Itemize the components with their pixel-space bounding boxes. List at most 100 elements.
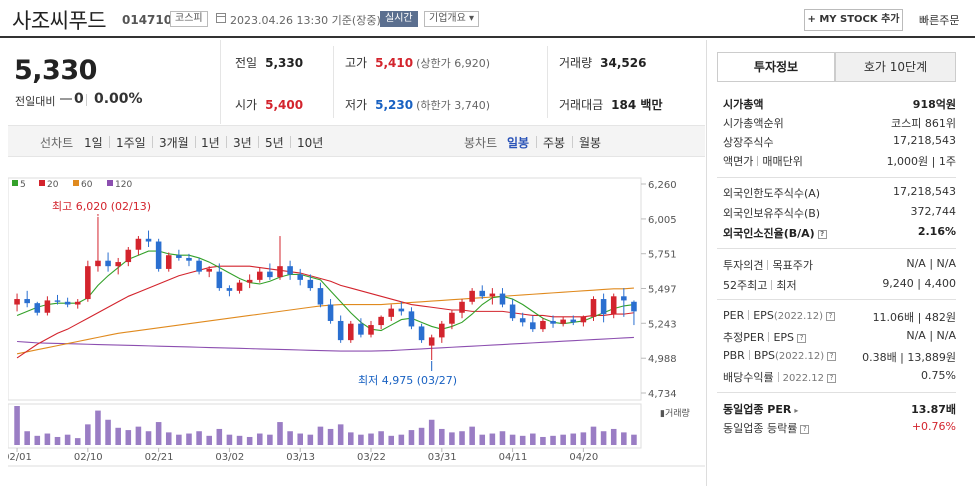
candle-monthly[interactable]: 월봉 bbox=[579, 136, 602, 150]
candle-body bbox=[418, 326, 425, 341]
period-1w[interactable]: 1주일 bbox=[116, 136, 146, 150]
candle-body bbox=[135, 238, 142, 250]
stat-low: 저가 5,230 (하한가 3,740) bbox=[345, 98, 490, 112]
stat-open: 시가 5,400 bbox=[235, 98, 304, 112]
volume-bar bbox=[590, 426, 597, 445]
volume-bar bbox=[85, 424, 91, 445]
help-icon[interactable]: ? bbox=[800, 425, 810, 434]
volume-bar bbox=[145, 431, 152, 445]
candle-body bbox=[560, 319, 566, 324]
price-chart[interactable]: 6,260 6,005 5,751 5,497 5,243 4,988 4,734 02/01… bbox=[3, 158, 705, 486]
row-cap-rank: 시가총액순위 코스피 861위 bbox=[723, 117, 956, 130]
price-stats: 전일 5,330 시가 5,400 고가 5,410 (상한가 6,920) 저가 5,2… bbox=[220, 40, 705, 124]
section-divider bbox=[717, 248, 956, 249]
candle-body bbox=[44, 300, 51, 313]
volume-bar bbox=[105, 419, 111, 445]
help-icon[interactable]: ? bbox=[827, 352, 837, 361]
candle-body bbox=[155, 241, 162, 269]
period-5y[interactable]: 5년 bbox=[265, 136, 284, 150]
candle-body bbox=[408, 311, 415, 327]
current-price: 5,330 bbox=[14, 55, 97, 86]
row-opinion: 투자의견 목표주가 N/A | N/A bbox=[723, 257, 956, 272]
candle-body bbox=[610, 296, 617, 315]
period-1d[interactable]: 1일 bbox=[84, 136, 103, 150]
candle-body bbox=[267, 271, 273, 278]
candle-body bbox=[186, 257, 192, 261]
candle-body bbox=[297, 274, 303, 280]
volume-bar bbox=[358, 434, 364, 445]
live-tag: 실시간 bbox=[380, 11, 418, 27]
volume-bar bbox=[631, 434, 637, 445]
change-divider bbox=[86, 94, 87, 106]
toolbar-divider bbox=[290, 136, 291, 148]
toolbar-divider bbox=[152, 136, 153, 148]
period-3m[interactable]: 3개월 bbox=[159, 136, 189, 150]
tab-investment-info[interactable]: 투자정보 bbox=[717, 52, 835, 82]
legend-swatch bbox=[73, 180, 79, 186]
toolbar-divider bbox=[226, 136, 227, 148]
change-rate: 0.00% bbox=[94, 91, 143, 107]
market-tag: 코스피 bbox=[170, 11, 208, 27]
stock-name: 사조씨푸드 bbox=[12, 9, 107, 33]
candle-weekly[interactable]: 주봉 bbox=[543, 136, 566, 150]
moving-average-ma20 bbox=[16, 265, 635, 359]
company-overview-dropdown[interactable]: 기업개요 ▾ bbox=[424, 11, 479, 27]
candle-body bbox=[287, 266, 293, 275]
candle-body bbox=[236, 282, 243, 291]
volume-bar bbox=[34, 435, 41, 445]
volume-bar bbox=[115, 427, 121, 445]
period-1y[interactable]: 1년 bbox=[201, 136, 220, 150]
volume-bar bbox=[509, 434, 516, 445]
candle-body bbox=[489, 293, 496, 297]
help-icon[interactable]: ? bbox=[797, 334, 807, 343]
candle-body bbox=[348, 323, 354, 341]
candle-body bbox=[34, 303, 41, 313]
toolbar-divider bbox=[109, 136, 110, 148]
help-icon[interactable]: ? bbox=[826, 374, 836, 383]
candle-body bbox=[54, 300, 61, 302]
volume-bar bbox=[287, 431, 293, 445]
volume-bar bbox=[327, 428, 334, 445]
candle-body bbox=[378, 316, 384, 326]
y-tick-label: 5,497 bbox=[648, 285, 677, 296]
moving-average-ma60 bbox=[16, 287, 634, 355]
volume-bar bbox=[24, 431, 30, 445]
help-icon[interactable]: ? bbox=[825, 312, 835, 321]
add-mystock-button[interactable]: + MY STOCK 추가 bbox=[804, 9, 903, 31]
change-label: 전일대비 bbox=[15, 95, 56, 108]
candle-body bbox=[570, 319, 577, 323]
candle-body bbox=[459, 301, 465, 313]
quick-order-link[interactable]: 빠른주문 bbox=[919, 14, 960, 27]
candlestick-chart: 6,260 6,005 5,751 5,497 5,243 4,988 4,734 02/01… bbox=[3, 177, 705, 467]
section-divider bbox=[717, 177, 956, 178]
candle-body bbox=[165, 255, 172, 269]
candle-body bbox=[530, 322, 536, 330]
candle-daily[interactable]: 일봉 bbox=[507, 136, 530, 150]
volume-bar bbox=[317, 426, 324, 445]
volume-bar bbox=[398, 434, 405, 445]
x-tick-label: 04/20 bbox=[569, 452, 598, 463]
candle-body bbox=[115, 262, 121, 267]
candle-body bbox=[388, 308, 395, 317]
volume-bar bbox=[297, 433, 303, 445]
row-foreign-limit: 외국인한도주식수(A) 17,218,543 bbox=[723, 185, 956, 200]
row-est-per: 추정PER EPS? N/A | N/A bbox=[723, 329, 956, 344]
volume-bar bbox=[165, 432, 172, 445]
period-10y[interactable]: 10년 bbox=[297, 136, 324, 150]
tab-order-book[interactable]: 호가 10단계 bbox=[835, 52, 956, 82]
x-tick-label: 02/01 bbox=[8, 452, 32, 463]
volume-bar bbox=[135, 426, 142, 445]
help-icon[interactable]: ? bbox=[817, 230, 827, 239]
x-tick-label: 03/02 bbox=[215, 452, 244, 463]
period-3y[interactable]: 3년 bbox=[233, 136, 252, 150]
candle-body bbox=[206, 268, 212, 272]
candle-body bbox=[550, 320, 556, 324]
row-dividend: 배당수익률 2022.12? 0.75% bbox=[723, 369, 956, 384]
volume-bar bbox=[216, 428, 223, 445]
candle-chart-label: 봉차트 bbox=[464, 136, 498, 150]
stock-code: 014710 bbox=[122, 13, 173, 27]
volume-bar bbox=[610, 428, 617, 445]
chart-toolbar: 선차트 1일 1주일 3개월 1년 3년 5년 10년 봉차트 일봉 주봉 월봉 bbox=[8, 125, 705, 157]
candle-body bbox=[631, 301, 637, 312]
caret-right-icon[interactable]: ▸ bbox=[794, 406, 799, 415]
